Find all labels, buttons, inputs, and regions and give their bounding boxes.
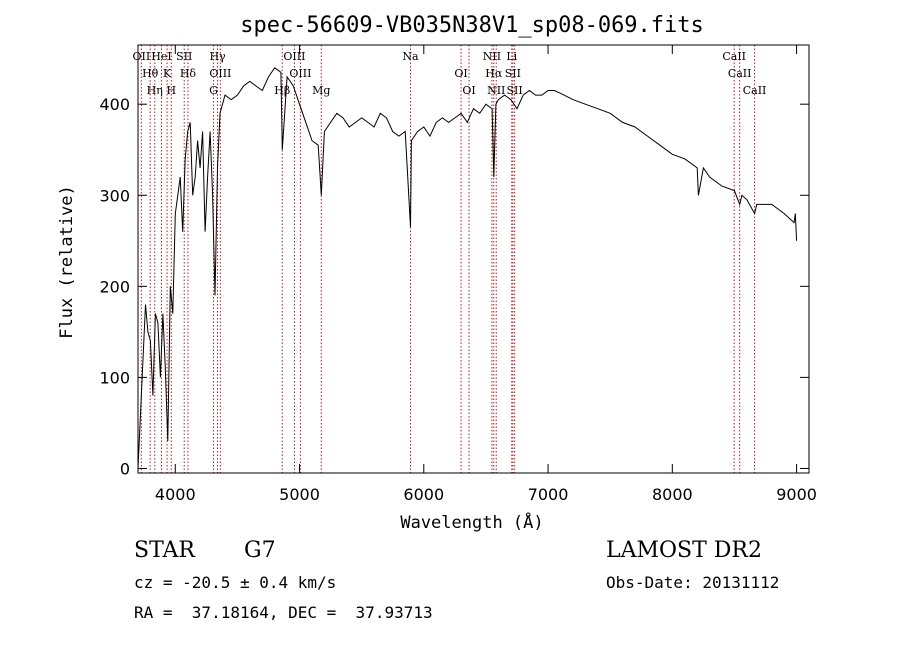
line-marker-labels: OIIHθHηHeIKHSIIHδGHγOIIIHβOIIIOIIIMgNaOI… [132,50,766,97]
survey-name: LAMOST DR2 [606,538,762,563]
y-tick-label: 200 [99,277,130,296]
line-marker-label: Li [506,50,517,63]
x-axis-ticks: 4000 5000 6000 7000 8000 9000 [155,45,817,504]
line-marker-label: Na [402,50,419,63]
x-tick-label: 5000 [279,485,320,504]
line-marker-label: OI [454,67,467,80]
line-marker-label: SII [505,67,521,80]
y-tick-label: 400 [99,95,130,114]
line-marker-label: K [163,67,172,80]
line-marker-label: Hη [147,84,163,97]
line-marker-label: CaII [743,84,767,97]
plot-frame [137,44,810,474]
line-marker-label: SII [507,84,523,97]
x-axis-label: Wavelength (Å) [400,511,543,533]
line-marker-label: HeI [151,50,171,63]
x-tick-label: 9000 [776,485,817,504]
object-subclass: G7 [244,538,276,563]
x-tick-label: 6000 [403,485,444,504]
line-marker-label: OIII [283,50,305,63]
line-marker-label: CaII [728,67,752,80]
line-marker-label: OII [132,50,150,63]
object-class: STAR [134,538,195,563]
y-tick-label: 0 [120,459,130,478]
line-marker-label: H [167,84,177,97]
line-marker-label: Hβ [274,84,290,97]
coordinates: RA = 37.18164, DEC = 37.93713 [134,603,433,622]
line-markers [140,45,756,473]
line-marker-label: G [209,84,218,97]
line-marker-label: Mg [312,84,330,97]
x-tick-label: 4000 [155,485,196,504]
line-marker-label: OIII [209,67,231,80]
x-tick-label: 7000 [528,485,569,504]
spectrum-line [137,67,798,469]
y-tick-label: 300 [99,186,130,205]
line-marker-label: SII [176,50,192,63]
line-marker-label: Hγ [209,50,226,63]
line-marker-label: Hδ [180,67,197,80]
line-marker-label: Hα [485,67,503,80]
line-marker-label: NII [487,84,505,97]
y-axis-label: Flux (relative) [57,185,77,339]
chart-title: spec-56609-VB035N38V1_sp08-069.fits [240,13,704,38]
x-tick-label: 8000 [652,485,693,504]
line-marker-label: Hθ [142,67,159,80]
line-marker-label: OI [462,84,475,97]
y-axis-ticks: 0 100 200 300 400 [99,95,809,478]
y-tick-label: 100 [99,368,130,387]
line-marker-label: OIII [289,67,311,80]
obs-date: Obs-Date: 20131112 [606,573,780,592]
redshift-text: cz = -20.5 ± 0.4 km/s [134,573,337,592]
line-marker-label: CaII [722,50,746,63]
line-marker-label: NII [483,50,501,63]
